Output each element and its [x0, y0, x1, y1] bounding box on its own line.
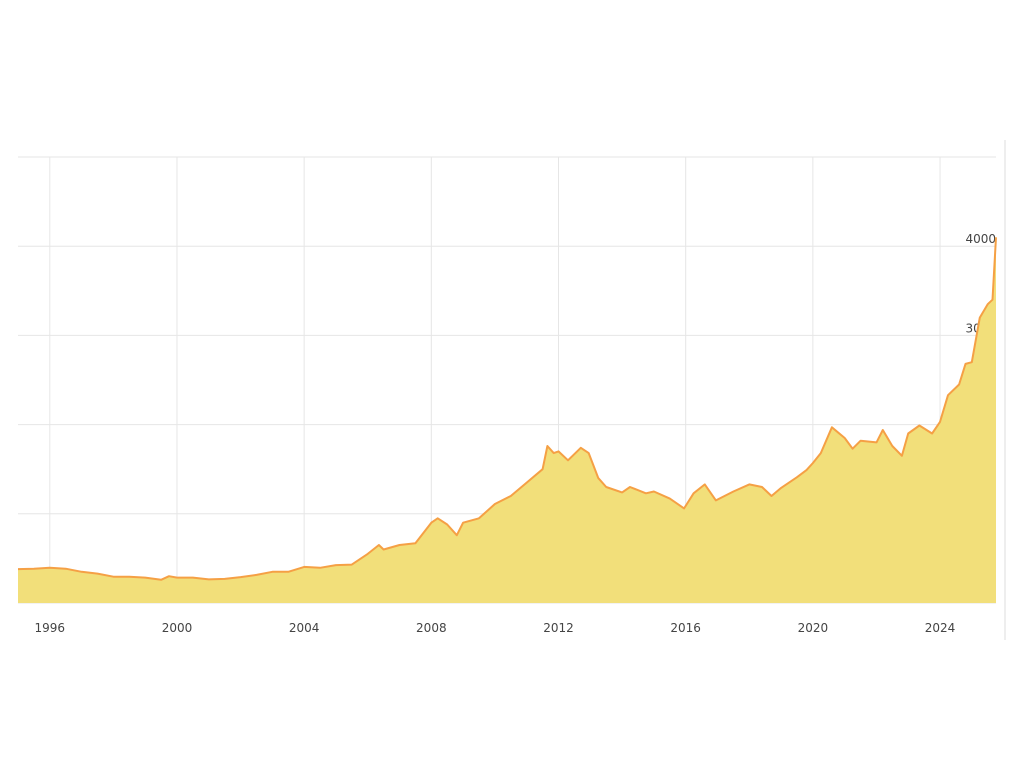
- x-tick-label: 2000: [162, 621, 193, 635]
- x-tick-label: 2024: [925, 621, 956, 635]
- x-tick-label: 1996: [35, 621, 66, 635]
- y-tick-label: 4000: [965, 232, 996, 246]
- x-tick-label: 2004: [289, 621, 320, 635]
- area: [18, 237, 996, 604]
- x-tick-label: 2020: [798, 621, 829, 635]
- line: [17, 237, 997, 581]
- x-tick-label: 2008: [416, 621, 447, 635]
- x-tick-label: 2012: [543, 621, 574, 635]
- x-tick-label: 2016: [670, 621, 701, 635]
